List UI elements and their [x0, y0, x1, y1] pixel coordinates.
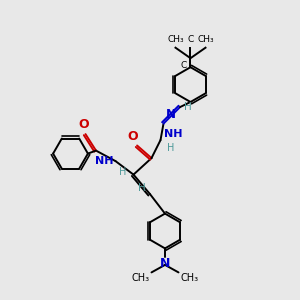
Text: NH: NH — [94, 156, 113, 166]
Text: CH₃: CH₃ — [197, 35, 214, 44]
Text: CH₃: CH₃ — [167, 35, 184, 44]
Text: O: O — [128, 130, 138, 142]
Text: C: C — [181, 61, 187, 70]
Text: O: O — [79, 118, 89, 130]
Text: NH: NH — [164, 129, 183, 139]
Text: N: N — [166, 108, 176, 121]
Text: C: C — [188, 35, 194, 44]
Text: CH₃: CH₃ — [181, 273, 199, 283]
Text: CH₃: CH₃ — [131, 273, 149, 283]
Text: H: H — [119, 167, 127, 177]
Text: H: H — [184, 102, 191, 112]
Text: H: H — [167, 142, 175, 152]
Text: H: H — [138, 183, 146, 193]
Text: N: N — [160, 257, 170, 270]
